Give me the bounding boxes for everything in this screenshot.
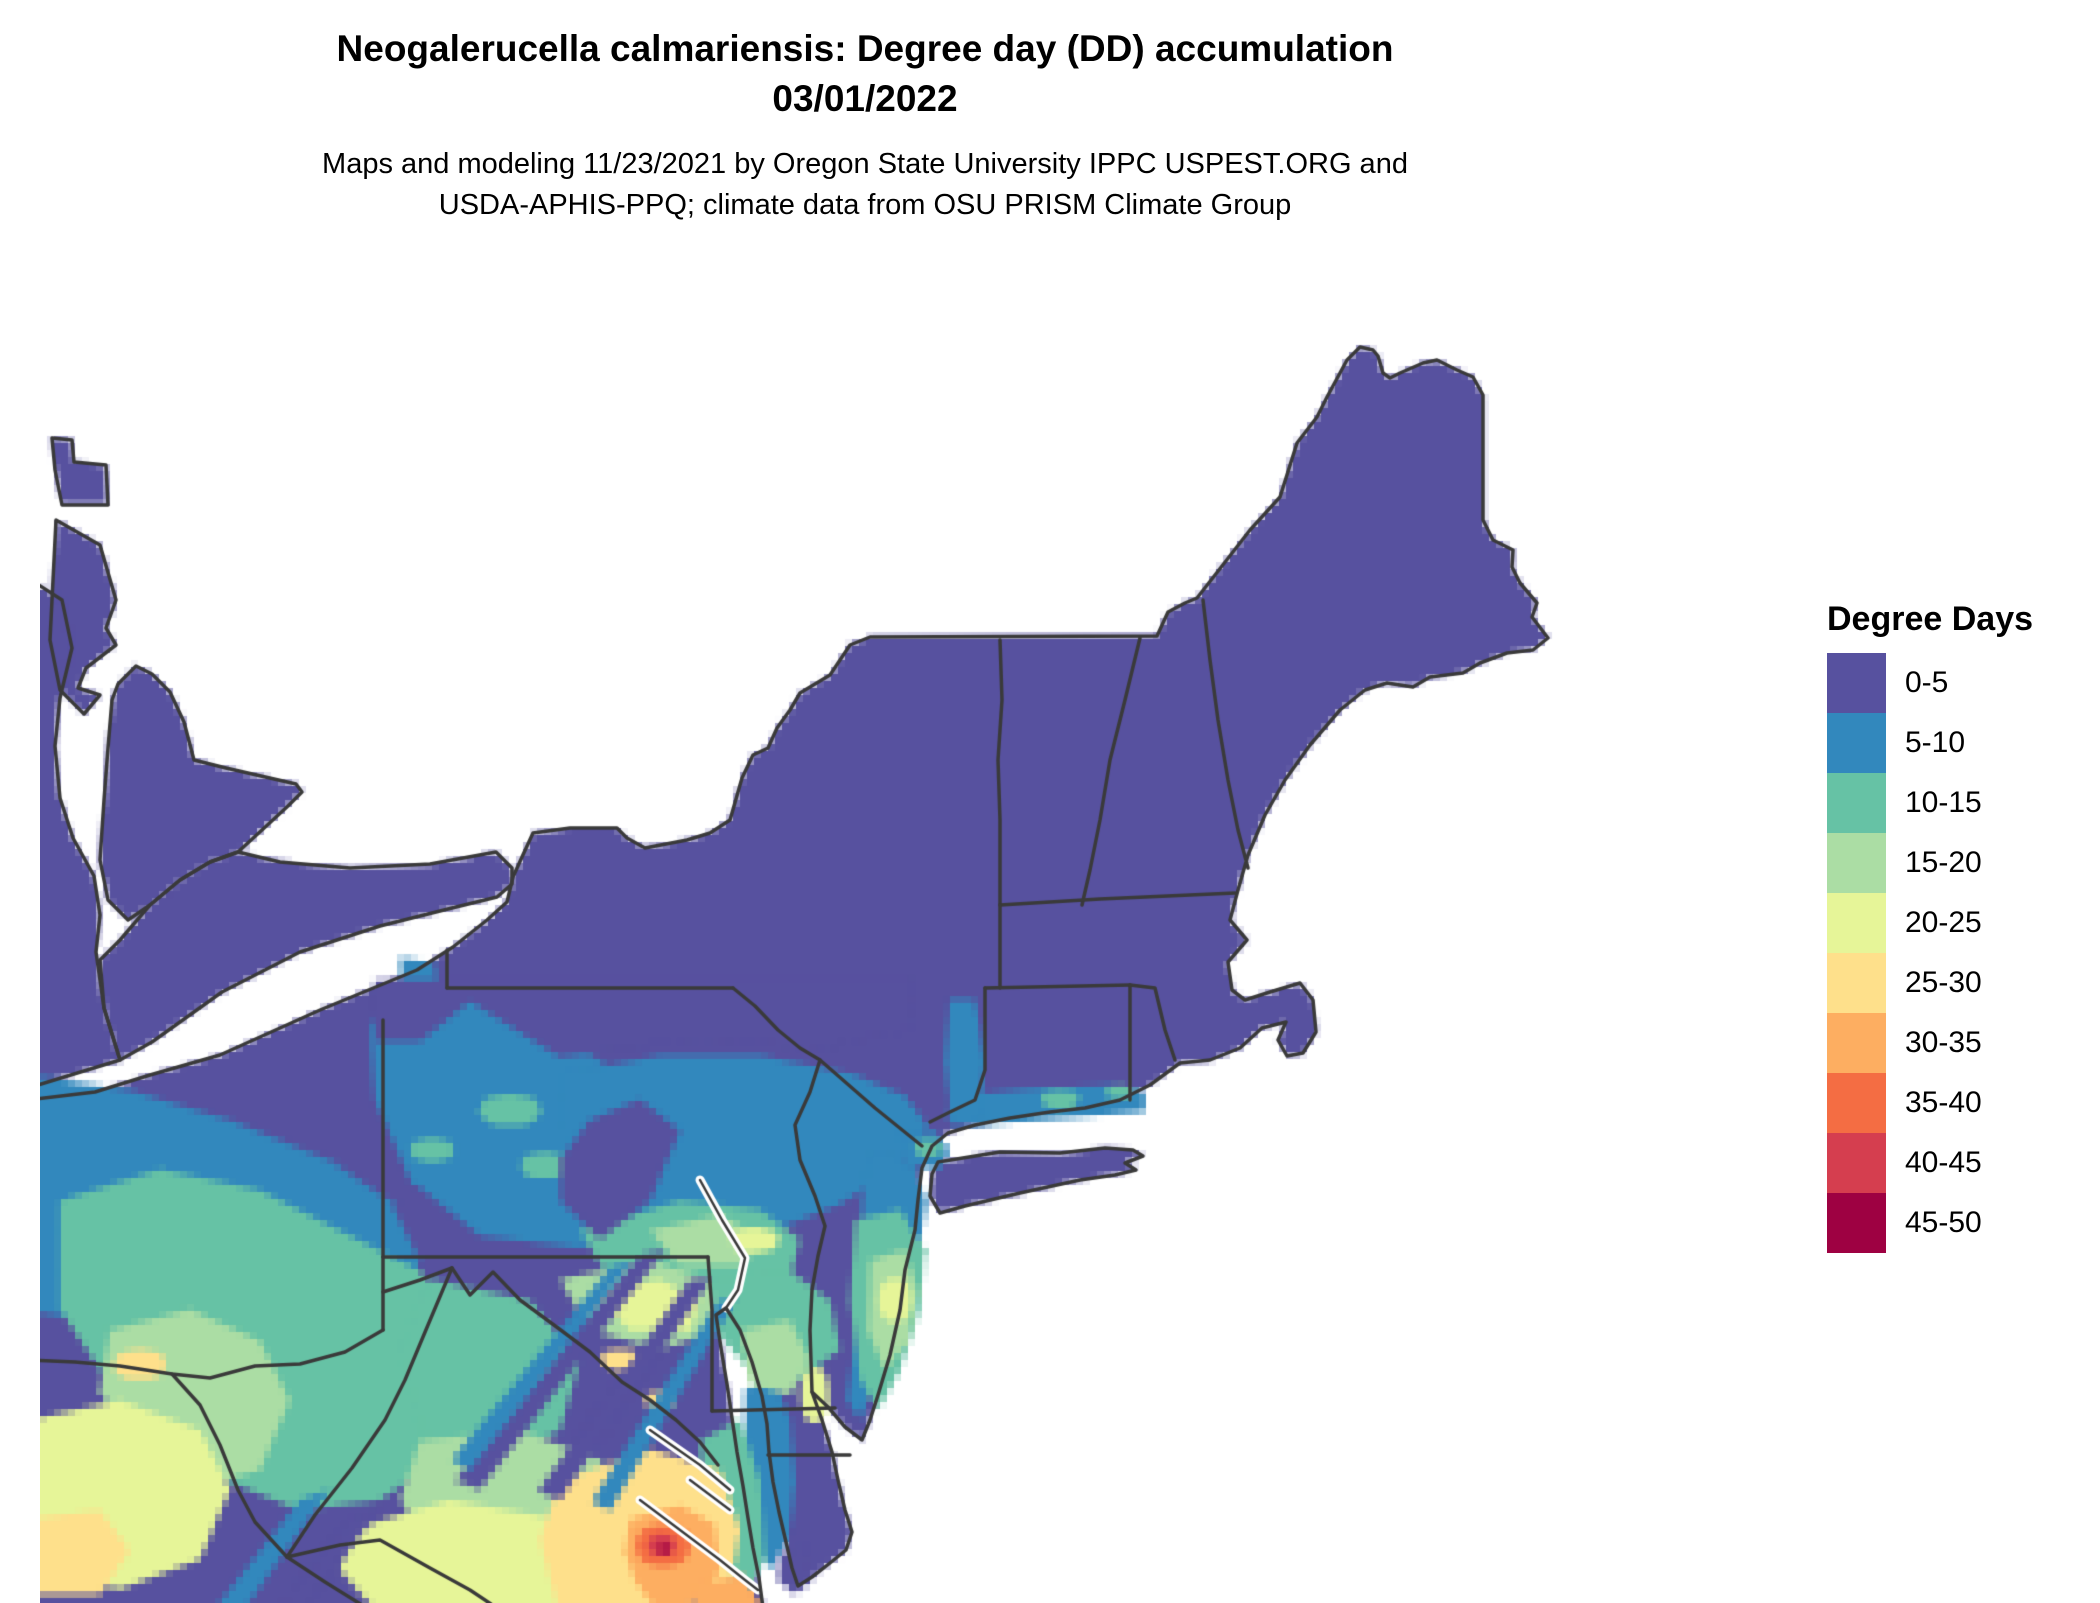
legend-title: Degree Days — [1827, 600, 2034, 638]
subtitle-line-2: USDA-APHIS-PPQ; climate data from OSU PR… — [438, 189, 1292, 221]
legend-row-45-50: 45-50 — [1827, 1193, 2097, 1253]
legend: Degree Days 0-5 5-10 10-15 15-20 20-25 25-30 3… — [1827, 600, 2097, 1253]
legend-swatch-5-10 — [1827, 713, 1886, 773]
legend-row-10-15: 10-15 — [1827, 773, 2097, 833]
legend-row-40-45: 40-45 — [1827, 1133, 2097, 1193]
legend-swatch-35-40 — [1827, 1073, 1886, 1133]
legend-row-5-10: 5-10 — [1827, 713, 2097, 773]
legend-swatch-30-35 — [1827, 1013, 1886, 1073]
legend-label-25-30: 25-30 — [1905, 966, 1982, 999]
legend-row-0-5: 0-5 — [1827, 653, 2097, 713]
legend-swatch-10-15 — [1827, 773, 1886, 833]
legend-row-30-35: 30-35 — [1827, 1013, 2097, 1073]
legend-swatch-15-20 — [1827, 833, 1886, 893]
legend-row-35-40: 35-40 — [1827, 1073, 2097, 1133]
map-header: Neogalerucella calmariensis: Degree day … — [0, 0, 1730, 226]
legend-row-15-20: 15-20 — [1827, 833, 2097, 893]
legend-label-40-45: 40-45 — [1905, 1146, 1982, 1179]
choropleth-map-canvas — [40, 240, 1620, 1603]
degree-day-map — [40, 240, 1620, 1603]
page-title: Neogalerucella calmariensis: Degree day … — [336, 28, 1394, 69]
legend-label-0-5: 0-5 — [1905, 666, 1949, 699]
legend-label-5-10: 5-10 — [1905, 726, 1966, 759]
legend-label-15-20: 15-20 — [1905, 846, 1982, 879]
legend-row-25-30: 25-30 — [1827, 953, 2097, 1013]
legend-swatch-25-30 — [1827, 953, 1886, 1013]
legend-swatch-45-50 — [1827, 1193, 1886, 1253]
map-date-title: 03/01/2022 — [772, 78, 958, 119]
legend-rows: 0-5 5-10 10-15 15-20 20-25 25-30 30-35 35-40 40-… — [1827, 653, 2097, 1253]
legend-label-45-50: 45-50 — [1905, 1206, 1982, 1239]
legend-swatch-0-5 — [1827, 653, 1886, 713]
legend-label-30-35: 30-35 — [1905, 1026, 1982, 1059]
legend-swatch-20-25 — [1827, 893, 1886, 953]
legend-label-35-40: 35-40 — [1905, 1086, 1982, 1119]
legend-row-20-25: 20-25 — [1827, 893, 2097, 953]
legend-label-10-15: 10-15 — [1905, 786, 1982, 819]
subtitle-line-1: Maps and modeling 11/23/2021 by Oregon S… — [322, 148, 1408, 180]
legend-swatch-40-45 — [1827, 1133, 1886, 1193]
legend-label-20-25: 20-25 — [1905, 906, 1982, 939]
